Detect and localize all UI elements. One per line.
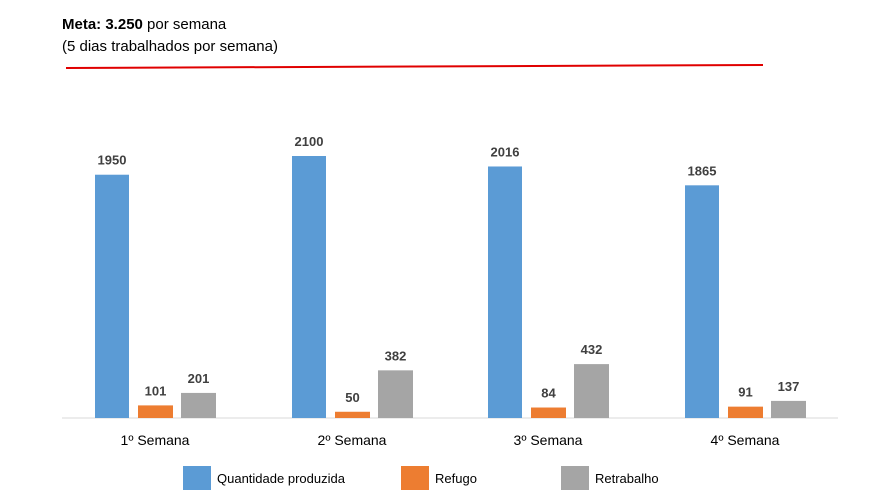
- legend-label-produced: Quantidade produzida: [217, 470, 345, 486]
- legend-swatch-scrap: [401, 466, 429, 490]
- bar-scrap-week-3: [531, 407, 566, 418]
- data-label-scrap-week-1: 101: [145, 383, 167, 398]
- bar-produced-week-4: [685, 185, 719, 418]
- bar-chart: 1950 101 201 2100 50 382 2016 84 432 1865 91 137 1º…: [62, 64, 838, 448]
- bar-rework-week-1: [181, 392, 216, 418]
- x-tick-label-week-4: 4º Semana: [711, 432, 780, 448]
- bar-rework-week-3: [574, 364, 609, 418]
- target-line: [65, 64, 764, 69]
- legend-item-rework: Retrabalho: [561, 466, 659, 490]
- bar-produced-week-2: [292, 156, 326, 418]
- data-label-produced-week-4: 1865: [688, 163, 717, 178]
- x-tick-labels-group: 1º Semana 2º Semana 3º Semana 4º Semana: [121, 432, 780, 448]
- x-tick-label-week-3: 3º Semana: [514, 432, 583, 448]
- x-tick-label-week-1: 1º Semana: [121, 432, 190, 448]
- bar-produced-week-1: [95, 174, 129, 418]
- legend-item-scrap: Refugo: [401, 466, 477, 490]
- legend-label-rework: Retrabalho: [595, 470, 659, 486]
- data-label-scrap-week-2: 50: [345, 390, 359, 405]
- legend-swatch-rework: [561, 466, 589, 490]
- data-label-produced-week-3: 2016: [491, 144, 520, 159]
- data-label-rework-week-4: 137: [778, 379, 800, 394]
- meta-line: Meta: 3.250 por semana: [62, 14, 278, 36]
- meta-unit: por semana: [142, 16, 227, 33]
- bar-produced-week-3: [488, 166, 522, 418]
- bar-scrap-week-4: [728, 406, 763, 418]
- data-label-scrap-week-3: 84: [541, 386, 556, 401]
- chart-subtitle: (5 dias trabalhados por semana): [62, 38, 278, 55]
- legend-item-produced: Quantidade produzida: [183, 466, 345, 490]
- data-label-produced-week-1: 1950: [98, 153, 127, 168]
- meta-value: Meta: 3.250: [62, 16, 143, 33]
- data-label-rework-week-3: 432: [581, 342, 603, 357]
- data-labels-group: 1950 101 201 2100 50 382 2016 84 432 1865 91 137: [98, 134, 800, 405]
- bar-scrap-week-1: [138, 405, 173, 418]
- chart-header: Meta: 3.250 por semana (5 dias trabalhad…: [62, 14, 278, 58]
- x-tick-label-week-2: 2º Semana: [318, 432, 387, 448]
- data-label-scrap-week-4: 91: [738, 385, 752, 400]
- bar-rework-week-4: [771, 400, 806, 418]
- bar-scrap-week-2: [335, 411, 370, 418]
- legend-swatch-produced: [183, 466, 211, 490]
- data-label-produced-week-2: 2100: [295, 134, 324, 149]
- bar-rework-week-2: [378, 370, 413, 418]
- legend-label-scrap: Refugo: [435, 470, 477, 486]
- data-label-rework-week-1: 201: [188, 371, 210, 386]
- bars-group: [95, 156, 806, 418]
- data-label-rework-week-2: 382: [385, 348, 407, 363]
- chart-legend: Quantidade produzida Refugo Retrabalho: [0, 466, 890, 492]
